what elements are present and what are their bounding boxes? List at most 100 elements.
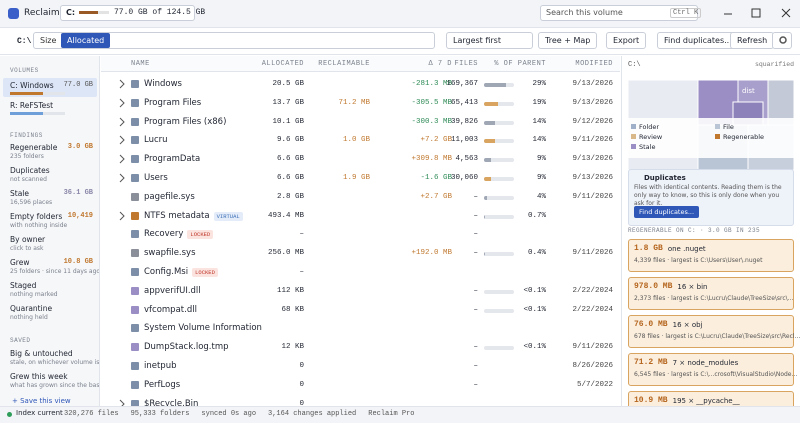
export-button[interactable]: Export (606, 32, 647, 49)
table-row[interactable]: Config.Msi LOCKED – (101, 264, 620, 282)
find-duplicates-button[interactable]: Find duplicates... (657, 32, 739, 49)
table-row[interactable]: vfcompat.dll 68 KB – <0.1% 2/22/2024 (101, 302, 620, 320)
table-row[interactable]: Program Files 13.7 GB 71.2 MB -305.5 MB 65,4… (101, 95, 620, 113)
view-select[interactable]: Tree + Map (538, 32, 598, 49)
item-icon (131, 268, 139, 276)
table-row[interactable]: $Recycle.Bin 0 (101, 396, 620, 406)
status-item: synced 0s ago (201, 410, 257, 418)
expand-chevron[interactable] (118, 117, 126, 127)
cell-files: 11,003 (450, 136, 478, 145)
cell-pct: 29% (532, 80, 546, 88)
table-row[interactable]: pagefile.sys 2.8 GB +2.7 GB – 4% 9/11/2026 (101, 189, 620, 207)
sort-select[interactable]: Largest first (446, 32, 533, 49)
table-row[interactable]: ProgramData 6.6 GB +309.8 MB 4,563 9% 9/13/20… (101, 151, 620, 169)
finding-sub: nothing held (10, 314, 48, 321)
pct-bar-fill (484, 83, 506, 87)
duplicates-button[interactable]: Find duplicates... (634, 206, 700, 218)
card-name: 195 × __pycache__ (672, 397, 740, 405)
item-icon (131, 174, 139, 182)
pct-bar (484, 101, 514, 106)
section-title: FINDINGS (10, 132, 43, 139)
sidebar: VOLUMES C: Windows 77.0 GB R: ReFSTest FINDI… (0, 56, 100, 406)
cell-pct: 14% (532, 117, 546, 126)
cell-pct: 9% (536, 155, 546, 164)
regenerable-card[interactable]: 978.0 MB 16 × bin 2,373 files · largest is… (628, 277, 794, 310)
window-controls[interactable] (720, 0, 800, 28)
finding-sub: 16,596 places (10, 199, 53, 206)
item-icon (131, 324, 139, 333)
expand-chevron[interactable] (118, 79, 126, 89)
cell-pct: <0.1% (523, 286, 546, 295)
expand-chevron[interactable] (118, 98, 126, 108)
cell-pct: 0.4% (527, 249, 546, 258)
expand-chevron[interactable] (118, 135, 126, 145)
status-items: 320,276 files 95,333 folders synced 0s ago… (64, 409, 426, 418)
table-row[interactable]: Lucru 9.6 GB 1.0 GB +7.2 GB 11,003 14% 9/11/20… (101, 132, 620, 150)
item-icon (131, 80, 139, 88)
table-row[interactable]: swapfile.sys 256.0 MB +192.0 MB – 0.4% 9/11/2… (101, 245, 620, 263)
table-row[interactable]: System Volume Information (101, 320, 620, 338)
toolbar (0, 28, 800, 55)
cell-allocated: 68 KB (281, 305, 304, 314)
table-row[interactable]: NTFS metadata VIRTUAL 493.4 MB – 0.7% (101, 208, 620, 226)
volume-bar (10, 92, 65, 95)
cell-pct: 4% (536, 192, 546, 201)
expand-chevron[interactable] (118, 154, 126, 164)
finding-value: 10.8 GB (63, 258, 93, 266)
cell-files: 4,563 (455, 155, 478, 164)
finding-name: Stale (10, 189, 29, 198)
save-view[interactable]: + Save this view (12, 397, 71, 405)
item-name: pagefile.sys (144, 191, 195, 202)
regenerable-card[interactable]: 71.2 MB 7 × node_modules 6,545 files · lar… (628, 353, 797, 386)
table-row[interactable]: appverifUI.dll 112 KB – <0.1% 2/22/2024 (101, 283, 620, 301)
cell-files: 169,367 (446, 80, 478, 88)
table-row[interactable]: PerfLogs 0 – 5/7/2022 (101, 377, 620, 395)
cell-files: – (473, 211, 478, 220)
volume-chip[interactable] (60, 5, 195, 21)
filter-box[interactable] (33, 32, 435, 49)
card-size: 10.9 MB (634, 396, 668, 405)
table-row[interactable]: DumpStack.log.tmp 12 KB – <0.1% 9/11/2026 (101, 339, 620, 357)
cell-delta: -281.3 MB (411, 80, 452, 88)
cell-modified: 8/26/2026 (572, 362, 613, 370)
regenerable-card[interactable]: 10.9 MB 195 × __pycache__ (628, 391, 794, 406)
refresh-button[interactable]: Refresh (730, 32, 775, 49)
legend-label: Review (639, 133, 663, 141)
settings-button[interactable] (772, 32, 792, 49)
cell-delta: -305.5 MB (411, 98, 452, 107)
item-icon (131, 249, 139, 258)
item-icon (131, 192, 139, 201)
mode-allocated[interactable]: Allocated (61, 33, 111, 48)
cell-files: 30,060 (450, 174, 478, 182)
pct-bar-fill (484, 120, 495, 125)
expand-chevron[interactable] (118, 399, 126, 406)
mode-size[interactable]: Size (40, 36, 57, 45)
card-size: 76.0 MB (634, 320, 668, 329)
card-sub: 4,339 files · largest is C:\Users\User\.… (634, 257, 763, 264)
cell-allocated: 112 KB (276, 286, 304, 295)
regenerable-card[interactable]: 1.8 GB one .nuget 4,339 files · largest is… (628, 239, 794, 272)
table-row[interactable]: Windows 20.5 GB -281.3 MB 169,367 29% 9/13/20… (101, 76, 620, 94)
cell-allocated: – (299, 268, 304, 276)
card-name: 16 × obj (672, 321, 703, 329)
item-name: $Recycle.Bin (144, 398, 199, 406)
card-size: 978.0 MB (634, 282, 673, 291)
finding-name: Grew (10, 258, 30, 267)
table-row[interactable]: inetpub 0 – 8/26/2026 (101, 358, 620, 376)
item-tag: LOCKED (187, 230, 214, 240)
cell-allocated: 493.4 MB (267, 211, 304, 220)
table-row[interactable]: Users 6.6 GB 1.9 GB -1.6 GB 30,060 9% 9/13/202… (101, 170, 620, 188)
expand-chevron[interactable] (118, 211, 126, 221)
regenerable-card[interactable]: 76.0 MB 16 × obj 678 files · largest is C:… (628, 315, 800, 348)
search-box[interactable] (540, 5, 698, 21)
volume-bar-fill (10, 92, 43, 95)
item-name: Program Files (x86) (144, 116, 227, 127)
table-row[interactable]: Recovery LOCKED – – (101, 226, 620, 244)
status-item: 3,164 changes applied (268, 410, 357, 418)
table-row[interactable]: Program Files (x86) 10.1 GB -300.3 MB 39,82… (101, 114, 620, 132)
pct-bar-fill (484, 139, 495, 144)
item-name: System Volume Information (144, 323, 262, 334)
side-panel: dist C:\ squarified Folder File Review Regene… (621, 56, 800, 406)
expand-chevron[interactable] (118, 173, 126, 183)
